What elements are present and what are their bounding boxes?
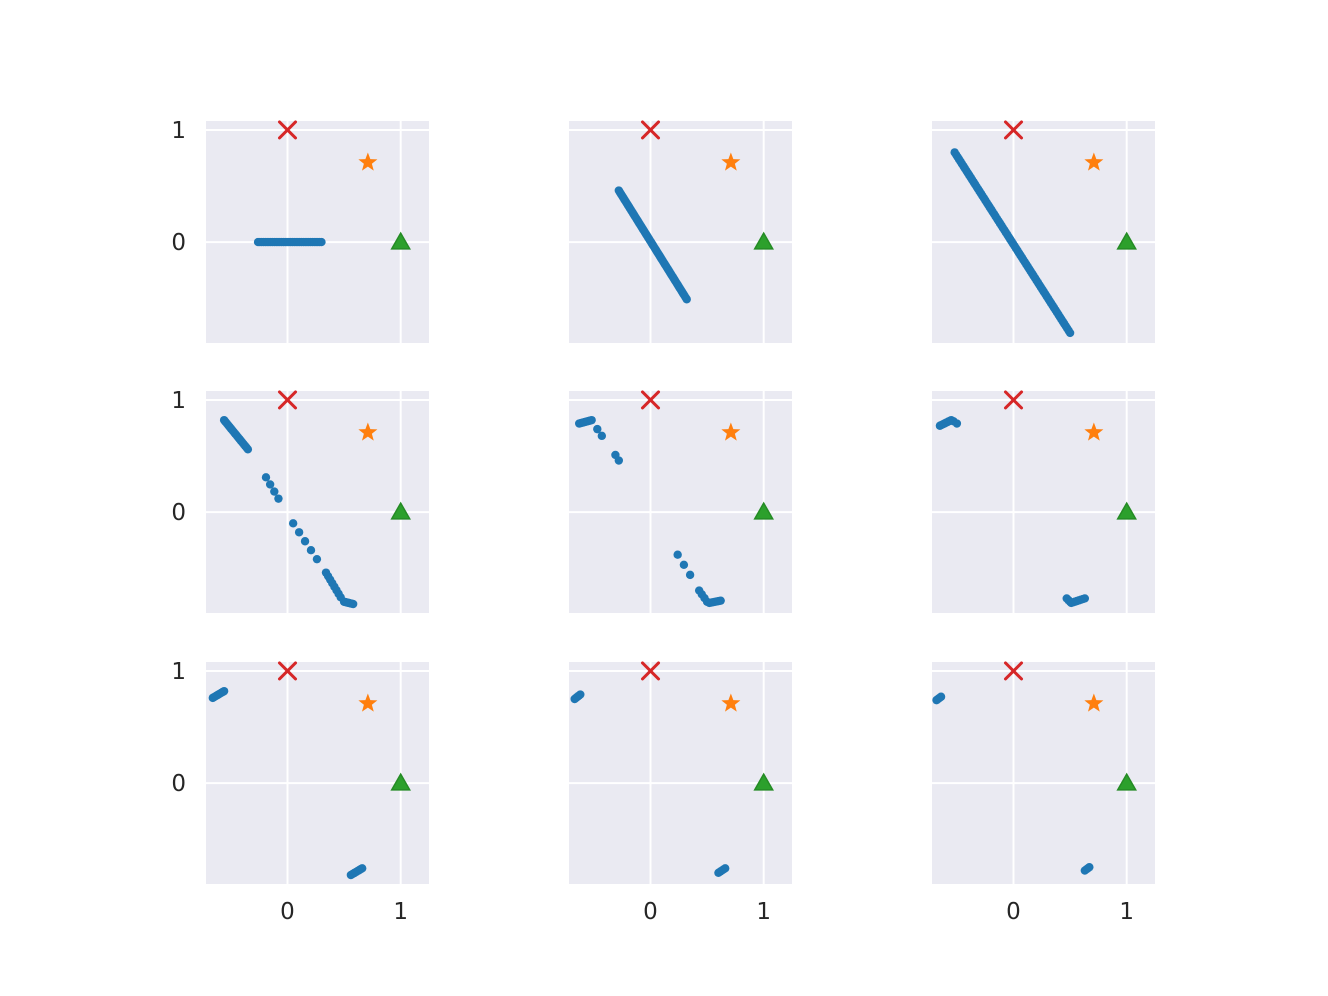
- triangle-marker: [1116, 501, 1137, 520]
- triangle-marker: [1116, 231, 1137, 250]
- subplot-r0-c0: 01: [171, 118, 429, 343]
- axes-background: [569, 391, 792, 613]
- data-point: [614, 456, 624, 465]
- data-point: [587, 415, 596, 425]
- subplot-r1-c0: 01: [171, 388, 429, 613]
- data-point: [716, 596, 725, 605]
- star-marker: [1084, 422, 1104, 441]
- star-marker: [721, 693, 741, 712]
- data-point: [300, 537, 310, 546]
- data-point: [261, 473, 271, 482]
- data-point: [358, 864, 367, 873]
- x-tick-label: 1: [393, 899, 408, 925]
- data-point: [219, 686, 229, 696]
- star-marker: [1084, 693, 1104, 712]
- cross-marker: [278, 390, 298, 410]
- triangle-marker: [390, 231, 411, 250]
- data-point: [243, 445, 253, 454]
- star-marker: [721, 152, 741, 171]
- star-marker: [358, 152, 378, 171]
- data-point: [1080, 594, 1090, 603]
- axes-background: [569, 121, 792, 343]
- y-tick-label: 1: [171, 118, 186, 144]
- star-marker: [1084, 152, 1104, 171]
- axes-background: [932, 121, 1155, 343]
- star-marker: [358, 422, 378, 441]
- data-point: [952, 419, 962, 428]
- triangle-marker: [753, 772, 774, 791]
- data-point: [317, 237, 326, 247]
- axes-background: [206, 391, 429, 613]
- data-point: [597, 431, 607, 441]
- cross-marker: [278, 661, 298, 681]
- y-tick-label: 0: [171, 500, 186, 526]
- data-point: [679, 560, 689, 569]
- star-marker: [721, 422, 741, 441]
- y-tick-label: 0: [171, 771, 186, 797]
- axes-background: [206, 662, 429, 884]
- subplot-r1-c1: [569, 390, 792, 613]
- cross-marker: [1004, 390, 1024, 410]
- subplot-r2-c0: 0 1 0 1: [171, 659, 429, 925]
- cross-marker: [278, 120, 298, 140]
- star-marker: [358, 693, 378, 712]
- triangle-marker: [753, 231, 774, 250]
- y-tick-label: 1: [171, 388, 186, 414]
- data-point: [936, 692, 946, 701]
- cross-marker: [641, 390, 661, 410]
- x-tick-label: 1: [756, 899, 771, 925]
- data-point: [1065, 328, 1075, 338]
- x-tick-label: 0: [1006, 899, 1021, 925]
- cross-marker: [1004, 120, 1024, 140]
- data-point: [721, 864, 730, 873]
- x-tick-label: 1: [1119, 899, 1134, 925]
- data-point: [306, 546, 316, 555]
- data-point: [265, 480, 275, 489]
- data-point: [294, 528, 304, 537]
- axes-background: [932, 391, 1155, 613]
- triangle-marker: [390, 772, 411, 791]
- data-point: [348, 599, 358, 609]
- data-point: [312, 554, 322, 564]
- data-point: [682, 295, 691, 304]
- y-tick-label: 0: [171, 230, 186, 256]
- data-point: [576, 690, 585, 699]
- triangle-marker: [753, 501, 774, 520]
- data-point: [673, 550, 682, 559]
- data-point: [274, 494, 283, 503]
- subplot-r0-c1: [569, 120, 792, 343]
- subplot-r1-c2: [932, 390, 1155, 613]
- y-tick-label: 1: [171, 659, 186, 685]
- cross-marker: [1004, 661, 1024, 681]
- triangle-marker: [390, 501, 411, 520]
- data-point: [288, 519, 298, 528]
- axes-background: [206, 121, 429, 343]
- x-tick-label: 0: [280, 899, 295, 925]
- triangle-marker: [1116, 772, 1137, 791]
- data-point: [1085, 862, 1094, 872]
- cross-marker: [641, 661, 661, 681]
- axes-background: [569, 662, 792, 884]
- data-point: [593, 424, 602, 434]
- data-point: [685, 570, 695, 580]
- data-point: [270, 487, 279, 496]
- x-tick-label: 0: [643, 899, 658, 925]
- cross-marker: [641, 120, 661, 140]
- axes-background: [932, 662, 1155, 884]
- subplot-r0-c2: [932, 120, 1155, 343]
